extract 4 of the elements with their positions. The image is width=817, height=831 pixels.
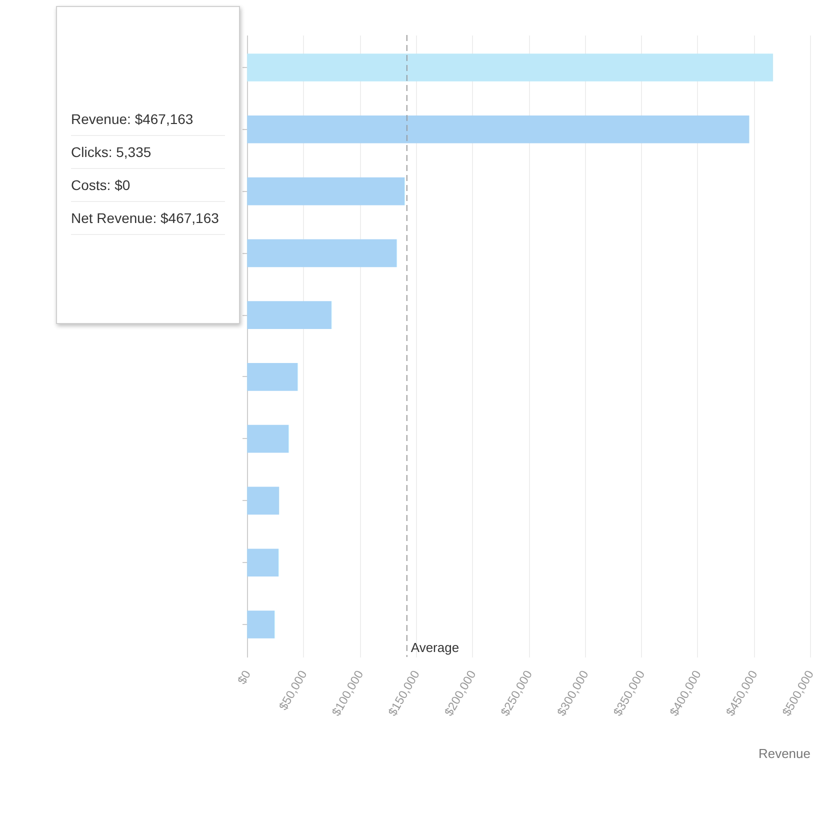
- x-axis-title: Revenue: [758, 746, 810, 761]
- tooltip-panel: Revenue: $467,163 Clicks: 5,335 Costs: $0 Net Revenue: $467,163: [56, 6, 240, 324]
- ref-line-label: Average: [410, 640, 460, 655]
- x-tick-label: $0: [234, 668, 254, 687]
